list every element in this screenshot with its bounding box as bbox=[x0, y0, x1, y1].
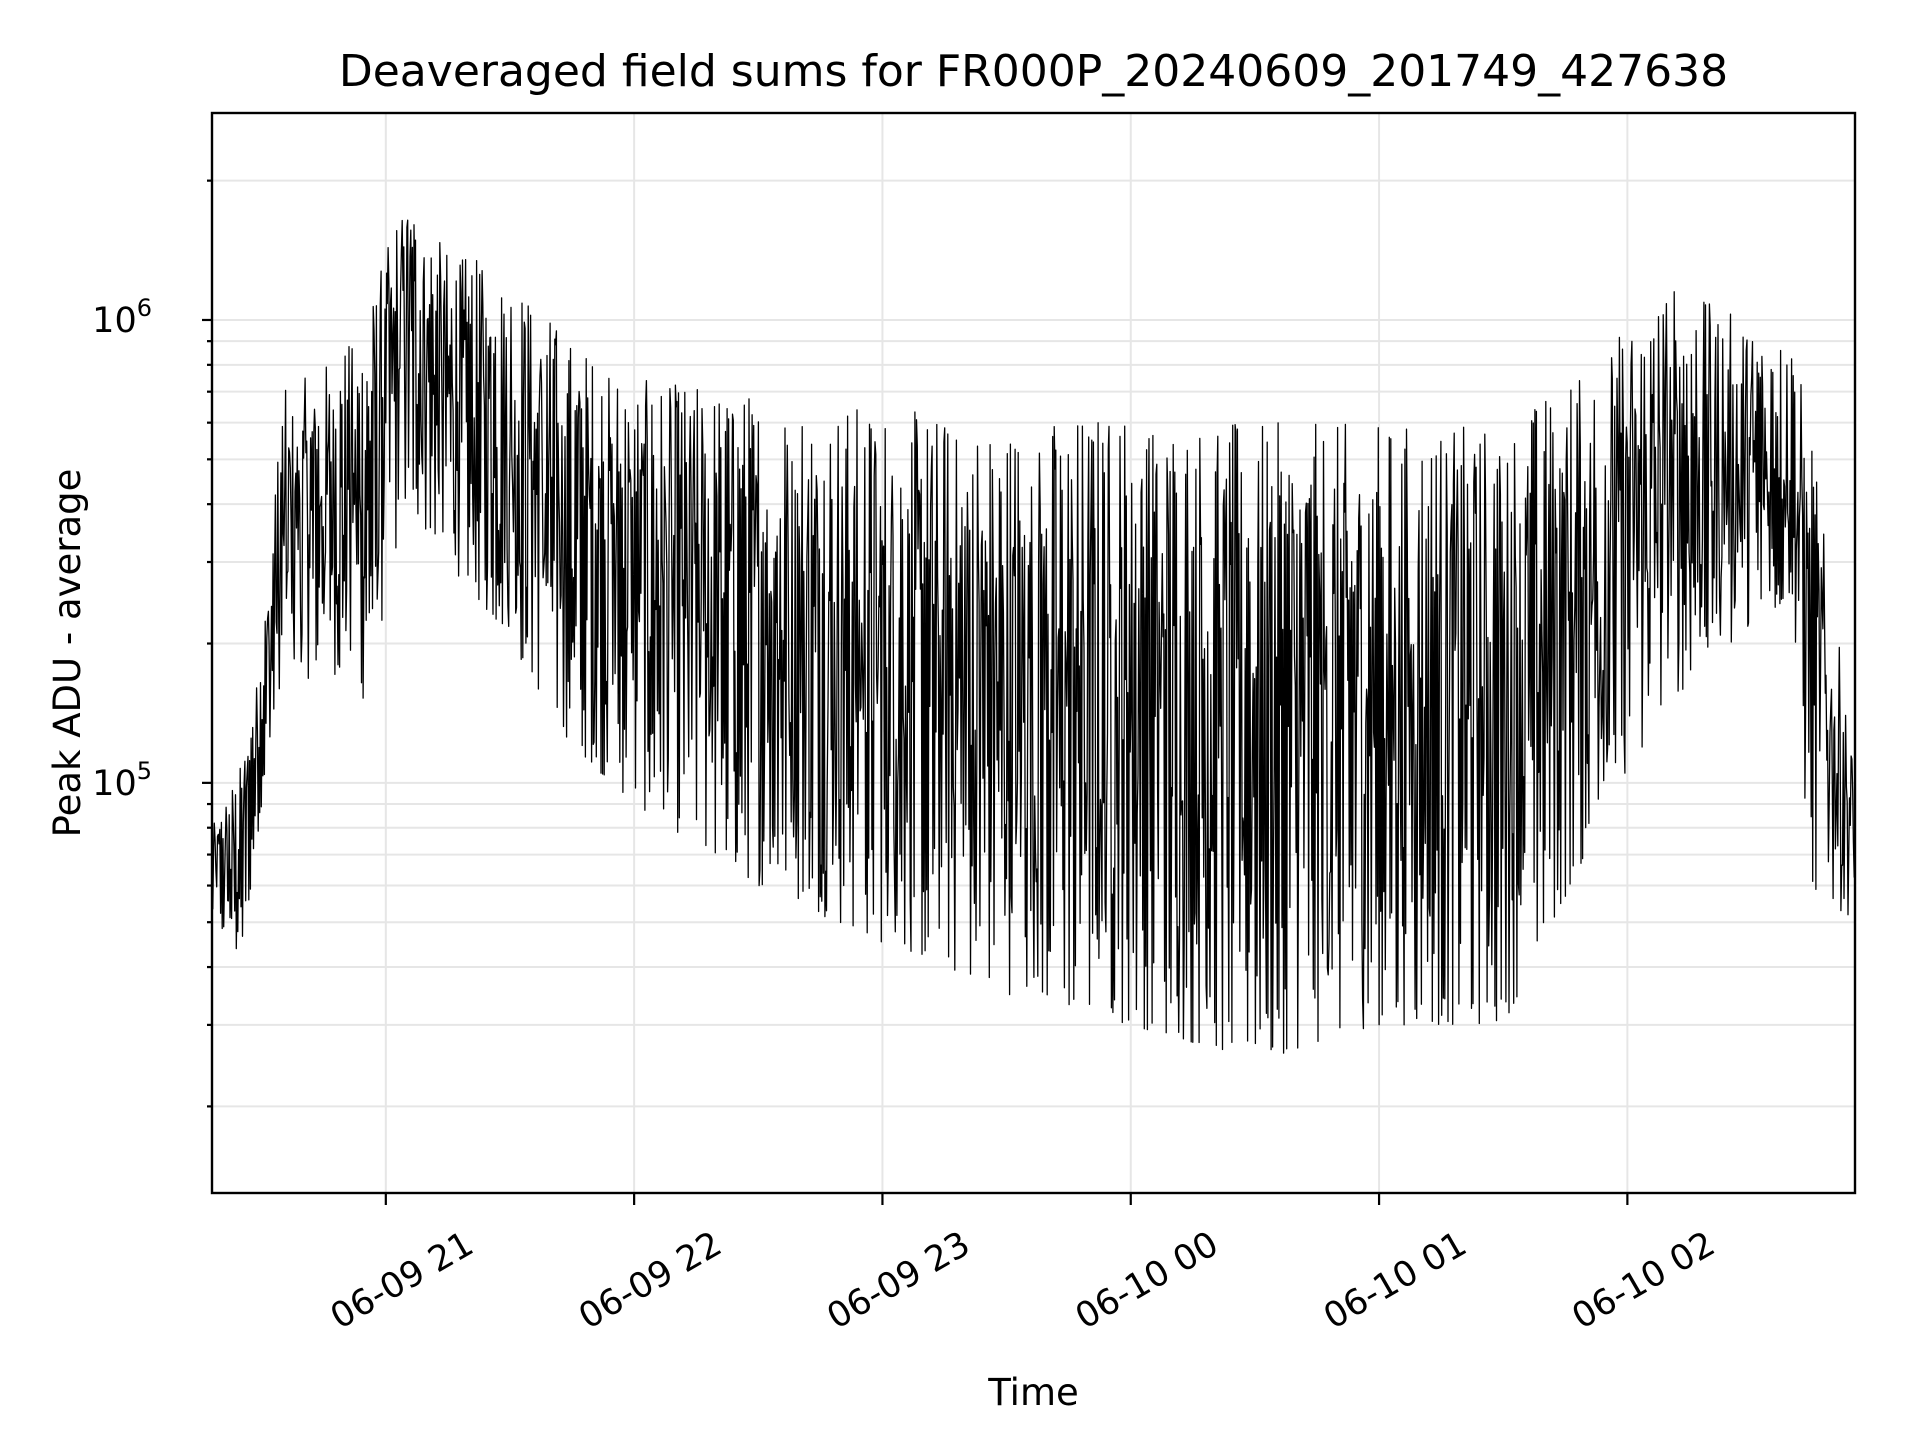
y-tick-exponent: 5 bbox=[137, 757, 152, 785]
y-tick-exponent: 6 bbox=[137, 294, 152, 322]
y-tick-label: 105 bbox=[92, 757, 152, 804]
x-tick-label: 06-09 22 bbox=[572, 1224, 728, 1337]
y-tick-label: 106 bbox=[92, 294, 152, 341]
series-line bbox=[212, 220, 1855, 1053]
x-tick-label: 06-10 00 bbox=[1069, 1224, 1225, 1337]
y-axis-label: Peak ADU - average bbox=[46, 469, 89, 838]
x-tick-label: 06-09 23 bbox=[821, 1224, 977, 1337]
x-tick-label: 06-09 21 bbox=[324, 1224, 480, 1337]
x-tick-label: 06-10 01 bbox=[1317, 1224, 1473, 1337]
chart-title: Deaveraged field sums for FR000P_2024060… bbox=[339, 46, 1728, 97]
x-axis-label: Time bbox=[987, 1371, 1079, 1414]
x-tick-label: 06-10 02 bbox=[1566, 1224, 1722, 1337]
